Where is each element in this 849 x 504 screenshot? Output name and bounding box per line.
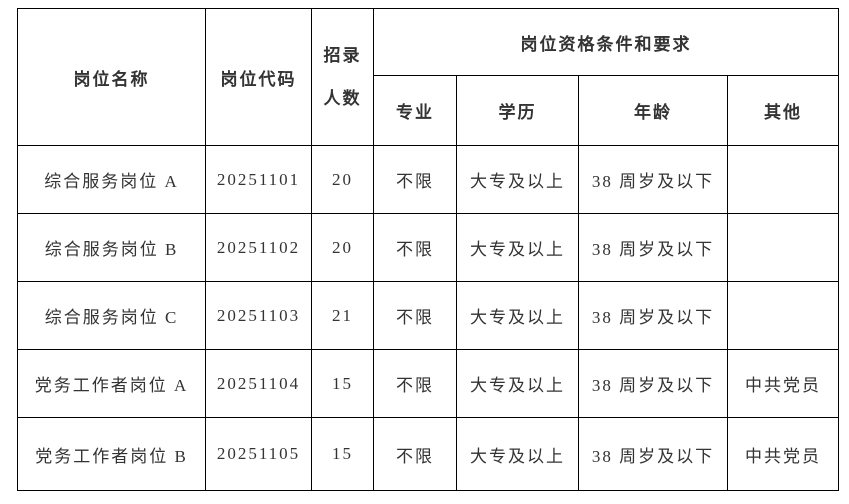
header-age: 年龄 [578, 75, 728, 146]
position-code-cell: 20251102 [205, 213, 312, 282]
header-education: 学历 [456, 75, 579, 146]
recruitment-positions-table: 岗位名称 岗位代码 招录 人数 岗位资格条件和要求 专业 学历 年龄 其他 综合… [17, 8, 839, 491]
table-row: 综合服务岗位 A 20251101 20 不限 大专及以上 38 周岁及以下 [17, 145, 839, 214]
age-cell: 38 周岁及以下 [578, 417, 728, 491]
recruit-count-cell: 21 [311, 281, 374, 350]
position-code-cell: 20251105 [205, 417, 312, 491]
recruit-count-cell: 20 [311, 213, 374, 282]
other-cell: 中共党员 [727, 349, 839, 418]
education-cell: 大专及以上 [456, 417, 579, 491]
other-cell [727, 213, 839, 282]
other-cell [727, 281, 839, 350]
position-code-cell: 20251104 [205, 349, 312, 418]
position-name-cell: 党务工作者岗位 B [17, 417, 206, 491]
header-row-sub: 专业 学历 年龄 其他 [18, 75, 839, 146]
header-other: 其他 [727, 75, 839, 146]
table-row: 党务工作者岗位 B 20251105 15 不限 大专及以上 38 周岁及以下 … [17, 417, 839, 491]
header-position-name: 岗位名称 [17, 8, 206, 146]
table-row: 党务工作者岗位 A 20251104 15 不限 大专及以上 38 周岁及以下 … [17, 349, 839, 418]
age-cell: 38 周岁及以下 [578, 213, 728, 282]
major-cell: 不限 [373, 417, 457, 491]
recruit-count-lines: 招录 人数 [312, 47, 373, 107]
position-code-cell: 20251103 [205, 281, 312, 350]
position-name-cell: 综合服务岗位 B [17, 213, 206, 282]
position-code-cell: 20251101 [205, 145, 312, 214]
major-cell: 不限 [373, 349, 457, 418]
education-cell: 大专及以上 [456, 349, 579, 418]
other-cell [727, 145, 839, 214]
position-name-cell: 党务工作者岗位 A [17, 349, 206, 418]
age-cell: 38 周岁及以下 [578, 145, 728, 214]
recruit-count-cell: 15 [311, 349, 374, 418]
position-name-cell: 综合服务岗位 A [17, 145, 206, 214]
header-major: 专业 [373, 75, 457, 146]
recruit-count-cell: 15 [311, 417, 374, 491]
header-recruit-count: 招录 人数 [311, 8, 374, 146]
table-row: 综合服务岗位 C 20251103 21 不限 大专及以上 38 周岁及以下 [17, 281, 839, 350]
age-cell: 38 周岁及以下 [578, 281, 728, 350]
position-name-cell: 综合服务岗位 C [17, 281, 206, 350]
other-cell: 中共党员 [727, 417, 839, 491]
recruit-count-line1: 招录 [323, 46, 362, 65]
education-cell: 大专及以上 [456, 213, 579, 282]
header-position-code: 岗位代码 [205, 8, 312, 146]
recruit-count-cell: 20 [311, 145, 374, 214]
major-cell: 不限 [373, 213, 457, 282]
header-row-top: 岗位名称 岗位代码 招录 人数 岗位资格条件和要求 [17, 8, 839, 146]
age-cell: 38 周岁及以下 [578, 349, 728, 418]
major-cell: 不限 [373, 281, 457, 350]
recruit-count-line2: 人数 [323, 89, 362, 108]
education-cell: 大专及以上 [456, 281, 579, 350]
education-cell: 大专及以上 [456, 145, 579, 214]
header-qualifications-group: 岗位资格条件和要求 [373, 8, 839, 76]
major-cell: 不限 [373, 145, 457, 214]
table-row: 综合服务岗位 B 20251102 20 不限 大专及以上 38 周岁及以下 [17, 213, 839, 282]
